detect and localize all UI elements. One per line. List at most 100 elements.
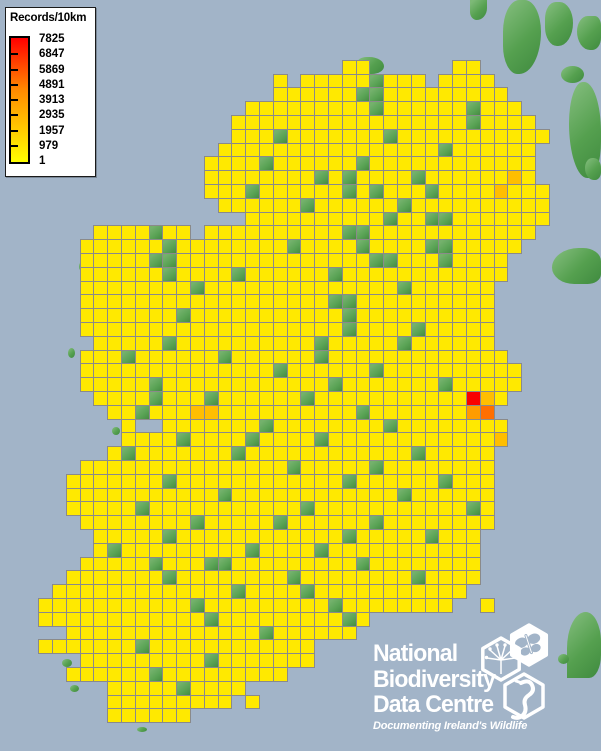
grid-cell[interactable] bbox=[383, 446, 398, 461]
grid-cell[interactable] bbox=[134, 377, 150, 392]
grid-cell[interactable] bbox=[176, 694, 191, 710]
grid-cell[interactable] bbox=[493, 211, 509, 227]
grid-cell[interactable] bbox=[314, 487, 329, 503]
land-gap-cell[interactable] bbox=[176, 432, 191, 448]
grid-cell[interactable] bbox=[203, 598, 219, 613]
grid-cell[interactable] bbox=[231, 322, 247, 337]
grid-cell[interactable] bbox=[493, 128, 509, 144]
grid-cell[interactable] bbox=[245, 460, 260, 475]
grid-cell[interactable] bbox=[245, 335, 260, 351]
grid-cell[interactable] bbox=[314, 128, 329, 144]
grid-cell[interactable] bbox=[203, 253, 219, 268]
grid-cell[interactable] bbox=[79, 556, 95, 572]
grid-cell[interactable] bbox=[107, 322, 122, 337]
grid-cell[interactable] bbox=[397, 473, 412, 489]
grid-cell[interactable] bbox=[121, 653, 136, 668]
land-gap-cell[interactable] bbox=[245, 184, 260, 199]
grid-cell[interactable] bbox=[272, 335, 288, 351]
grid-cell[interactable] bbox=[121, 611, 136, 627]
grid-cell[interactable] bbox=[314, 598, 329, 613]
grid-cell[interactable] bbox=[341, 266, 357, 282]
grid-cell[interactable] bbox=[300, 225, 316, 241]
grid-cell[interactable] bbox=[286, 142, 302, 158]
grid-cell[interactable] bbox=[217, 473, 233, 489]
grid-cell[interactable] bbox=[383, 570, 398, 586]
grid-cell[interactable] bbox=[134, 253, 150, 268]
land-gap-cell[interactable] bbox=[355, 404, 371, 420]
grid-cell[interactable] bbox=[107, 404, 122, 420]
grid-cell[interactable] bbox=[369, 280, 385, 296]
grid-cell[interactable] bbox=[245, 487, 260, 503]
grid-cell[interactable] bbox=[383, 101, 398, 116]
grid-cell[interactable] bbox=[148, 680, 164, 696]
land-gap-cell[interactable] bbox=[217, 349, 233, 365]
grid-cell[interactable] bbox=[397, 156, 412, 172]
grid-cell[interactable] bbox=[355, 142, 371, 158]
grid-cell[interactable] bbox=[355, 363, 371, 379]
grid-cell[interactable] bbox=[65, 598, 81, 613]
grid-cell[interactable] bbox=[217, 391, 233, 406]
grid-cell[interactable] bbox=[466, 349, 481, 365]
grid-cell[interactable] bbox=[369, 294, 385, 310]
grid-cell[interactable] bbox=[272, 142, 288, 158]
grid-cell[interactable] bbox=[176, 225, 191, 241]
grid-cell[interactable] bbox=[148, 239, 164, 254]
grid-cell[interactable] bbox=[121, 404, 136, 420]
grid-cell[interactable] bbox=[162, 404, 178, 420]
grid-cell[interactable] bbox=[369, 156, 385, 172]
grid-cell[interactable] bbox=[383, 349, 398, 365]
grid-cell[interactable] bbox=[176, 653, 191, 668]
land-gap-cell[interactable] bbox=[438, 473, 454, 489]
grid-cell[interactable] bbox=[355, 59, 371, 75]
grid-cell[interactable] bbox=[438, 529, 454, 544]
grid-cell[interactable] bbox=[286, 322, 302, 337]
land-gap-cell[interactable] bbox=[438, 253, 454, 268]
grid-cell[interactable] bbox=[438, 87, 454, 103]
grid-cell[interactable] bbox=[231, 239, 247, 254]
grid-cell[interactable] bbox=[397, 570, 412, 586]
grid-cell[interactable] bbox=[231, 542, 247, 558]
grid-cell[interactable] bbox=[355, 335, 371, 351]
grid-cell[interactable] bbox=[314, 239, 329, 254]
grid-cell[interactable] bbox=[466, 308, 481, 323]
grid-cell[interactable] bbox=[176, 253, 191, 268]
grid-cell[interactable] bbox=[452, 487, 467, 503]
grid-cell[interactable] bbox=[424, 584, 440, 599]
land-gap-cell[interactable] bbox=[190, 280, 205, 296]
grid-cell[interactable] bbox=[162, 280, 178, 296]
grid-cell[interactable] bbox=[107, 294, 122, 310]
grid-cell[interactable] bbox=[479, 253, 495, 268]
grid-cell[interactable] bbox=[328, 87, 343, 103]
grid-cell[interactable] bbox=[134, 667, 150, 682]
grid-cell[interactable] bbox=[203, 156, 219, 172]
grid-cell[interactable] bbox=[341, 115, 357, 130]
grid-cell[interactable] bbox=[300, 211, 316, 227]
grid-cell[interactable] bbox=[217, 404, 233, 420]
grid-cell[interactable] bbox=[190, 653, 205, 668]
grid-cell[interactable] bbox=[217, 294, 233, 310]
grid-cell[interactable] bbox=[107, 460, 122, 475]
grid-cell[interactable] bbox=[272, 501, 288, 517]
grid-cell[interactable] bbox=[341, 363, 357, 379]
land-gap-cell[interactable] bbox=[217, 487, 233, 503]
grid-cell[interactable] bbox=[452, 391, 467, 406]
grid-cell[interactable] bbox=[148, 294, 164, 310]
grid-cell[interactable] bbox=[286, 515, 302, 530]
grid-cell[interactable] bbox=[466, 156, 481, 172]
grid-cell[interactable] bbox=[397, 142, 412, 158]
grid-cell[interactable] bbox=[286, 211, 302, 227]
grid-cell[interactable] bbox=[397, 322, 412, 337]
grid-cell[interactable] bbox=[259, 667, 274, 682]
grid-cell[interactable] bbox=[383, 529, 398, 544]
grid-cell[interactable] bbox=[300, 363, 316, 379]
grid-cell[interactable] bbox=[410, 197, 426, 213]
grid-cell[interactable] bbox=[190, 266, 205, 282]
grid-cell[interactable] bbox=[328, 515, 343, 530]
grid-cell[interactable] bbox=[507, 239, 523, 254]
grid-cell[interactable] bbox=[245, 225, 260, 241]
grid-cell[interactable] bbox=[424, 446, 440, 461]
grid-cell[interactable] bbox=[107, 639, 122, 655]
grid-cell[interactable] bbox=[217, 694, 233, 710]
land-gap-cell[interactable] bbox=[121, 446, 136, 461]
grid-cell[interactable] bbox=[314, 115, 329, 130]
